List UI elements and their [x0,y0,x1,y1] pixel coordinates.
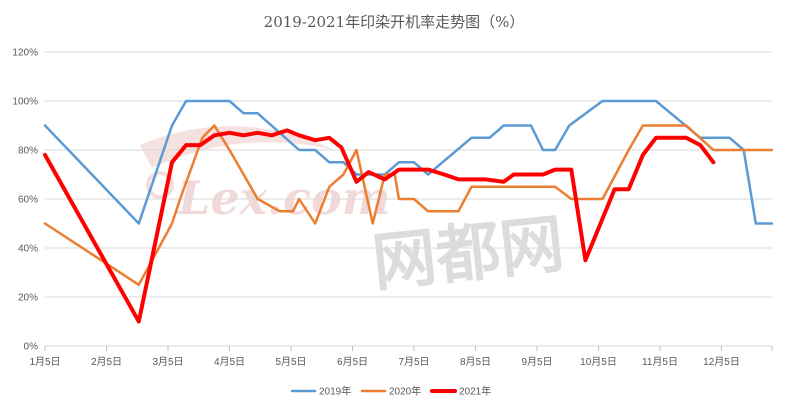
x-tick-label: 10月5日 [580,356,617,368]
x-axis: 1月5日 2月5日 3月5日 4月5日 5月5日 6月5日 7月5日 8月5日 9月5日 10月5… [29,346,773,368]
x-tick-label: 12月5日 [703,356,740,368]
x-tick-label: 4月5日 [214,356,245,368]
x-tick-label: 6月5日 [337,356,368,368]
y-tick-label: 0% [24,342,39,353]
legend-label-2020: 2020年 [389,385,421,398]
x-tick-label: 2月5日 [91,356,122,368]
series-lines [43,99,774,324]
y-tick-label: 40% [18,244,38,255]
series-line-2020 [43,124,774,287]
watermark-swoosh [140,126,335,168]
x-tick-label: 5月5日 [275,356,306,368]
legend-item-2021: 2021年 [430,385,491,398]
y-tick-label: 20% [18,293,38,304]
legend-item-2019: 2019年 [290,385,351,398]
y-axis: 0% 20% 40% 60% 80% 100% 120% [12,48,38,353]
legend: 2019年 2020年 2021年 [290,385,491,398]
x-tick-label: 1月5日 [29,356,60,368]
legend-item-2020: 2020年 [360,385,421,398]
x-tick-label: 9月5日 [521,356,552,368]
legend-label-2021: 2021年 [459,385,491,398]
series-line-2021 [43,128,716,324]
x-tick-label: 11月5日 [642,356,678,368]
chart-title: 2019-2021年印染开机率走势图（%） [264,13,525,31]
y-tick-label: 80% [18,146,38,157]
x-tick-label: 8月5日 [460,356,491,368]
x-tick-label: 3月5日 [152,356,183,368]
y-tick-label: 60% [18,195,38,206]
y-tick-label: 100% [12,97,38,108]
y-tick-label: 120% [12,48,38,59]
legend-label-2019: 2019年 [319,385,351,398]
x-tick-label: 7月5日 [398,356,429,368]
watermark-circle [146,171,174,199]
